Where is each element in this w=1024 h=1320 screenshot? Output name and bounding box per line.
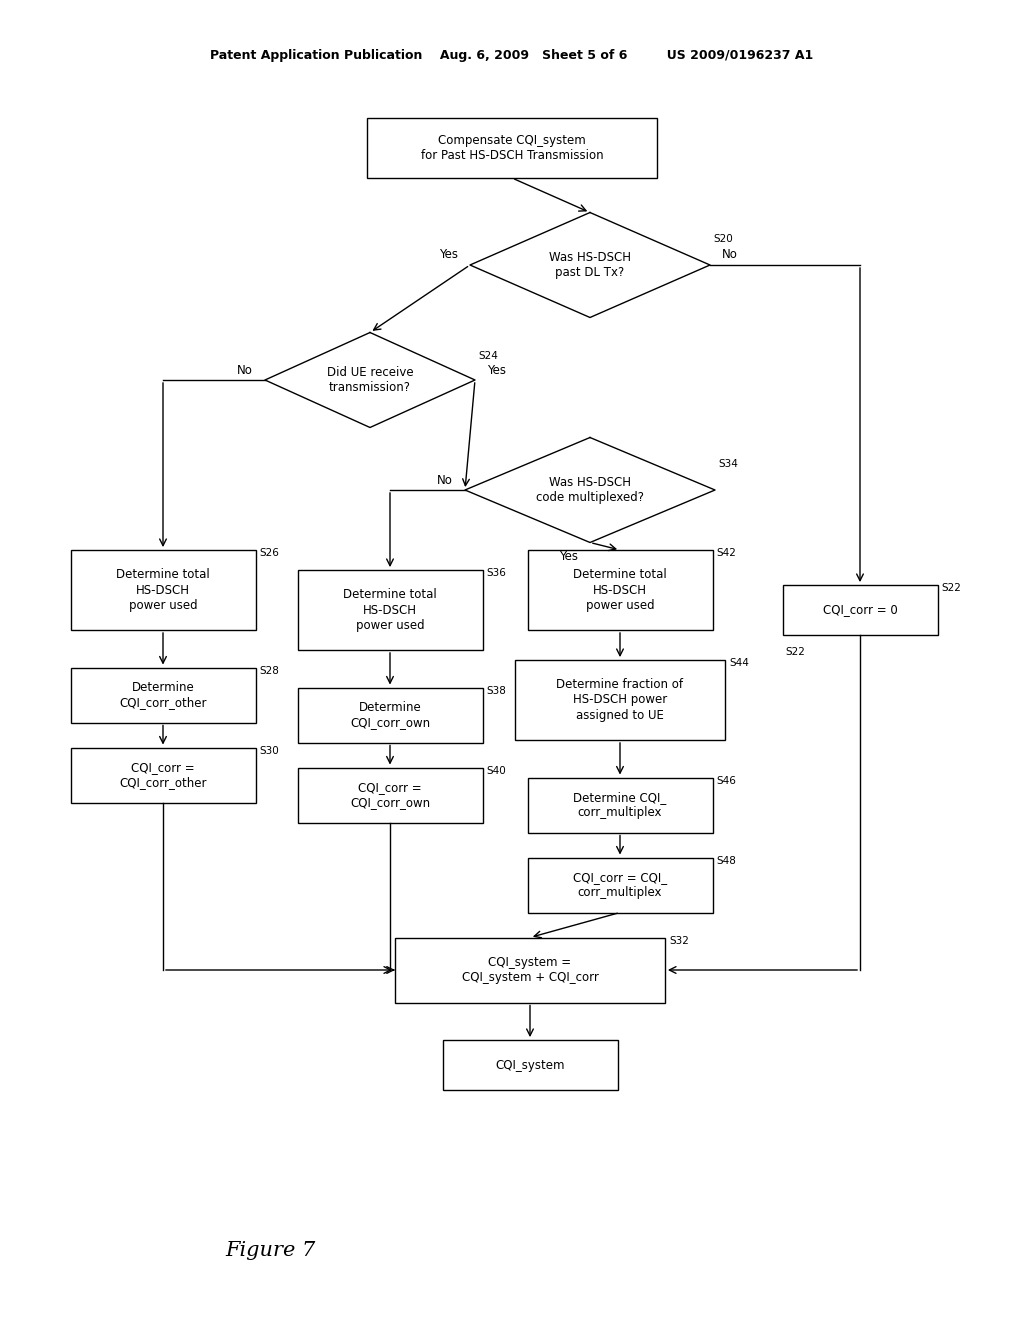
Text: S26: S26 <box>259 548 280 558</box>
FancyBboxPatch shape <box>527 777 713 833</box>
Text: S36: S36 <box>486 568 507 578</box>
FancyBboxPatch shape <box>71 550 256 630</box>
FancyBboxPatch shape <box>298 570 482 649</box>
Text: S44: S44 <box>729 657 749 668</box>
Text: Determine fraction of
HS-DSCH power
assigned to UE: Determine fraction of HS-DSCH power assi… <box>556 678 683 722</box>
Text: S34: S34 <box>718 459 738 469</box>
Text: Determine
CQI_corr_other: Determine CQI_corr_other <box>119 681 207 709</box>
Text: S22: S22 <box>941 583 962 593</box>
Text: Figure 7: Figure 7 <box>225 1241 315 1259</box>
Text: S20: S20 <box>713 234 733 244</box>
Text: Compensate CQI_system
for Past HS-DSCH Transmission: Compensate CQI_system for Past HS-DSCH T… <box>421 135 603 162</box>
Text: S32: S32 <box>669 936 689 945</box>
FancyBboxPatch shape <box>71 668 256 722</box>
Text: S48: S48 <box>717 855 736 866</box>
Text: CQI_system: CQI_system <box>496 1059 565 1072</box>
Text: CQI_system =
CQI_system + CQI_corr: CQI_system = CQI_system + CQI_corr <box>462 956 598 983</box>
Text: S28: S28 <box>259 665 280 676</box>
Text: Patent Application Publication    Aug. 6, 2009   Sheet 5 of 6         US 2009/01: Patent Application Publication Aug. 6, 2… <box>210 49 814 62</box>
Text: Determine CQI_
corr_multiplex: Determine CQI_ corr_multiplex <box>573 791 667 818</box>
Text: No: No <box>437 474 453 487</box>
Text: Was HS-DSCH
code multiplexed?: Was HS-DSCH code multiplexed? <box>536 477 644 504</box>
FancyBboxPatch shape <box>527 550 713 630</box>
Text: No: No <box>722 248 738 261</box>
Text: Determine
CQI_corr_own: Determine CQI_corr_own <box>350 701 430 729</box>
Text: S38: S38 <box>486 685 507 696</box>
Text: Yes: Yes <box>487 363 506 376</box>
Text: CQI_corr = CQI_
corr_multiplex: CQI_corr = CQI_ corr_multiplex <box>573 871 667 899</box>
FancyBboxPatch shape <box>298 767 482 822</box>
FancyBboxPatch shape <box>442 1040 617 1090</box>
Text: Did UE receive
transmission?: Did UE receive transmission? <box>327 366 414 393</box>
Text: Determine total
HS-DSCH
power used: Determine total HS-DSCH power used <box>573 569 667 611</box>
FancyBboxPatch shape <box>367 117 657 178</box>
Text: S46: S46 <box>717 776 736 785</box>
Text: S22: S22 <box>785 647 805 657</box>
Text: No: No <box>238 363 253 376</box>
Text: Was HS-DSCH
past DL Tx?: Was HS-DSCH past DL Tx? <box>549 251 631 279</box>
FancyBboxPatch shape <box>298 688 482 742</box>
Text: S30: S30 <box>259 746 280 755</box>
FancyBboxPatch shape <box>782 585 938 635</box>
Text: S40: S40 <box>486 766 506 776</box>
Text: S24: S24 <box>478 351 498 362</box>
FancyBboxPatch shape <box>395 937 665 1002</box>
Text: CQI_corr = 0: CQI_corr = 0 <box>822 603 897 616</box>
FancyBboxPatch shape <box>527 858 713 912</box>
Text: CQI_corr =
CQI_corr_own: CQI_corr = CQI_corr_own <box>350 781 430 809</box>
FancyBboxPatch shape <box>515 660 725 741</box>
Text: Determine total
HS-DSCH
power used: Determine total HS-DSCH power used <box>343 589 437 631</box>
Text: S42: S42 <box>717 548 736 558</box>
FancyBboxPatch shape <box>71 747 256 803</box>
Text: CQI_corr =
CQI_corr_other: CQI_corr = CQI_corr_other <box>119 762 207 789</box>
Text: Yes: Yes <box>559 550 578 564</box>
Text: Yes: Yes <box>439 248 458 261</box>
Text: Determine total
HS-DSCH
power used: Determine total HS-DSCH power used <box>116 569 210 611</box>
